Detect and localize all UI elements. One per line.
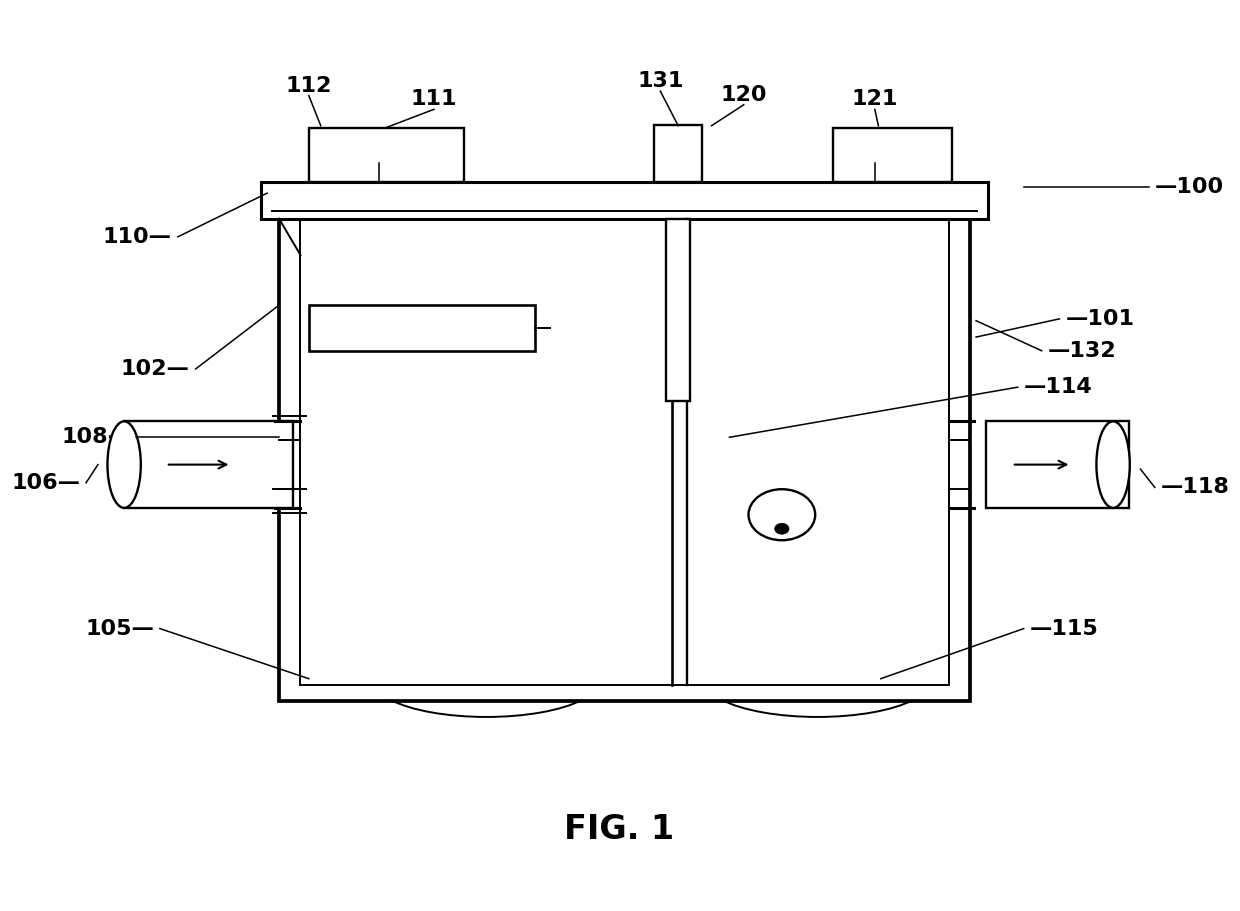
Bar: [124, 421, 294, 508]
Text: 120: 120: [720, 85, 768, 105]
Text: 131: 131: [637, 71, 683, 91]
Text: FIG. 1: FIG. 1: [563, 813, 673, 845]
Bar: [309, 128, 464, 182]
Circle shape: [749, 489, 815, 540]
Bar: [309, 305, 536, 351]
Text: 102—: 102—: [120, 359, 190, 379]
Text: 111: 111: [410, 89, 458, 109]
Text: 108—: 108—: [61, 427, 130, 447]
Bar: [262, 182, 988, 219]
Text: 105—: 105—: [86, 619, 154, 639]
Text: —100: —100: [1154, 177, 1224, 197]
Text: —114: —114: [1024, 377, 1092, 397]
Text: 121: 121: [852, 89, 898, 109]
Text: —101: —101: [1065, 309, 1135, 329]
Text: 106—: 106—: [11, 473, 81, 493]
Circle shape: [775, 523, 789, 534]
Bar: [300, 219, 949, 685]
Text: 112: 112: [285, 76, 332, 96]
Bar: [655, 125, 702, 182]
Text: —118: —118: [1161, 477, 1230, 497]
Text: —132: —132: [1048, 341, 1116, 361]
Text: —115: —115: [1029, 619, 1099, 639]
Text: 110—: 110—: [103, 227, 172, 247]
Bar: [833, 128, 952, 182]
Bar: [279, 219, 970, 701]
Ellipse shape: [108, 421, 141, 508]
Ellipse shape: [1096, 421, 1130, 508]
Bar: [986, 421, 1128, 508]
Bar: [666, 219, 691, 401]
